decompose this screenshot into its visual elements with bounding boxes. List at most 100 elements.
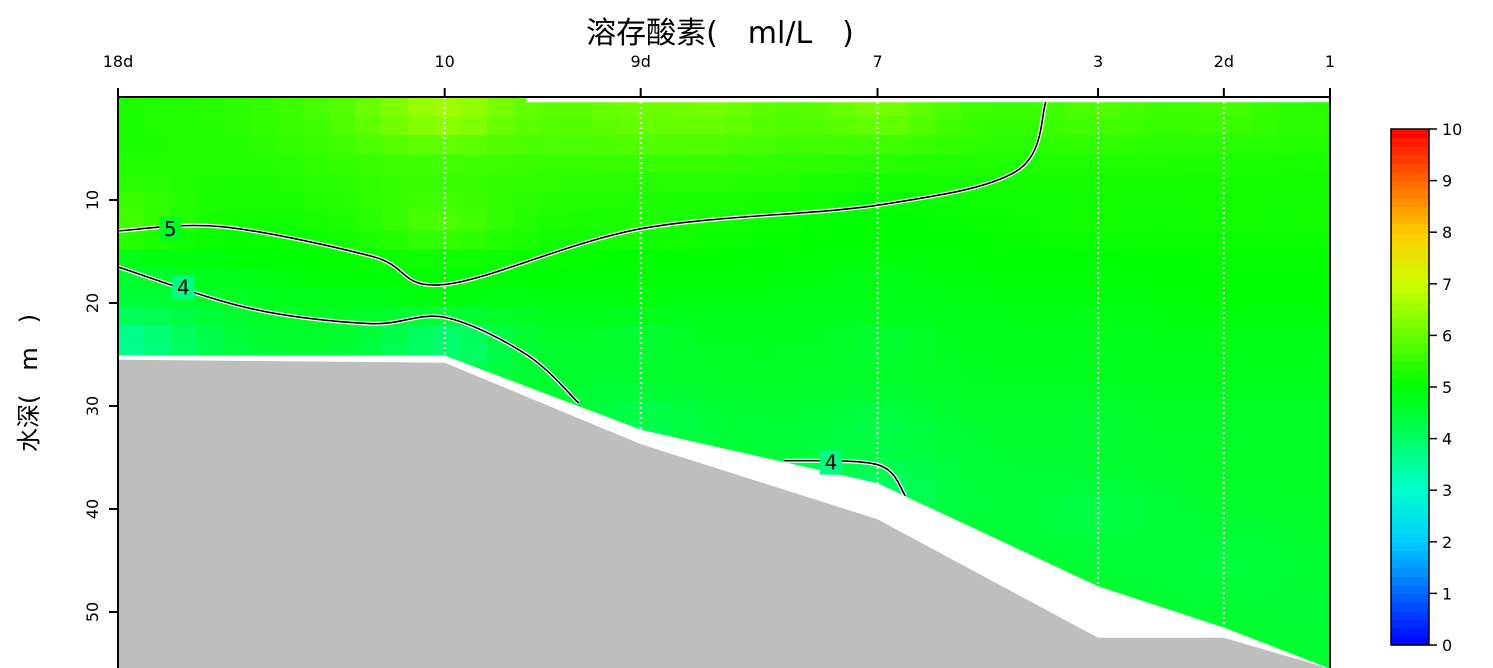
x-tick-label-7: 7 [872,52,882,71]
heatmap-cell [539,325,567,346]
heatmap-cell [987,459,1015,479]
colorbar-segment [1391,473,1429,483]
heatmap-cell [724,192,751,212]
heatmap-cell [750,173,778,193]
heatmap-cell [565,306,593,327]
colorbar-segment [1391,146,1429,156]
heatmap-cell [803,135,830,155]
heatmap-cell [592,325,620,346]
heatmap-cell [1303,440,1330,460]
heatmap-cell [1251,287,1278,308]
heatmap-cell [908,268,936,289]
heatmap-cell [934,478,962,498]
heatmap-cell [855,135,883,155]
heatmap-cell [328,173,356,193]
heatmap-cell [987,344,1015,365]
colorbar-segment [1391,481,1429,491]
heatmap-cell [407,116,435,136]
heatmap-cell [1198,344,1226,365]
heatmap-cell [1251,173,1278,193]
heatmap-cell [934,173,962,193]
heatmap-cell [618,192,646,212]
heatmap-cell [249,287,277,308]
heatmap-cell [223,116,251,136]
heatmap-cell [407,325,435,346]
colorbar-segment [1391,180,1429,190]
heatmap-cell [1040,363,1068,384]
heatmap-cell [750,382,778,403]
heatmap-cell [829,173,857,193]
heatmap-cell [671,268,699,289]
heatmap-cell [1251,268,1278,289]
heatmap-cell [381,173,409,193]
heatmap-cell [1303,382,1330,403]
heatmap-cell [302,97,330,117]
heatmap-cell [460,97,488,117]
heatmap-cell [1145,554,1173,574]
heatmap-cell [1171,497,1199,517]
colorbar-segment [1391,163,1429,173]
heatmap-cell [987,401,1015,422]
heatmap-cell [170,116,198,136]
colorbar-segment [1391,197,1429,207]
heatmap-cell [908,344,936,365]
heatmap-cell [1040,535,1068,555]
heatmap-cell [882,382,909,403]
heatmap-cell [1277,611,1305,632]
heatmap-cell [328,97,356,117]
heatmap-cell [1145,497,1173,517]
heatmap-cell [776,344,804,365]
heatmap-cell [1119,268,1147,289]
heatmap-cell [170,154,198,174]
heatmap-cell [724,173,751,193]
heatmap-cell [170,306,198,327]
heatmap-cell [1013,440,1041,460]
heatmap-cell [1066,516,1094,536]
x-tick-label-2d: 2d [1214,52,1234,71]
heatmap-cell [1251,135,1278,155]
heatmap-cell [1145,268,1173,289]
heatmap-cell [1251,344,1278,365]
contour-line-0 [118,101,1047,286]
colorbar-label-8: 8 [1442,223,1452,242]
y-tick-label-50: 50 [83,602,102,622]
heatmap-cell [592,154,620,174]
heatmap-cell [1171,573,1199,594]
heatmap-cell [961,249,988,270]
heatmap-cell [1040,268,1068,289]
heatmap-cell [1119,135,1147,155]
heatmap-cell [170,192,198,212]
heatmap-cell [1145,516,1173,536]
heatmap-cell [1013,401,1041,422]
heatmap-cell [486,173,514,193]
heatmap-cell [1171,535,1199,555]
colorbar-label-6: 6 [1442,326,1452,345]
heatmap-cell [1013,382,1041,403]
heatmap-cell [513,306,541,327]
heatmap-cell [908,230,936,251]
colorbar-segment [1391,602,1429,612]
heatmap-cell [1119,459,1147,479]
heatmap-cell [1119,173,1147,193]
heatmap-cell [1277,630,1305,651]
heatmap-cell [1119,535,1147,555]
heatmap-cell [803,116,830,136]
contour-label-1: 4 [177,276,190,300]
heatmap-cell [118,306,145,327]
heatmap-cell [987,325,1015,346]
heatmap-cell [882,116,909,136]
heatmap-cell [671,230,699,251]
heatmap-cell [1066,287,1094,308]
heatmap-cell [645,154,672,174]
heatmap-cell [513,268,541,289]
heatmap-cell [671,154,699,174]
heatmap-cell [934,459,962,479]
colorbar-segment [1391,189,1429,199]
heatmap-cell [565,363,593,384]
heatmap-cell [1224,497,1252,517]
heatmap-cell [618,249,646,270]
heatmap-cell [1013,363,1041,384]
heatmap-cell [1251,554,1278,574]
heatmap-cell [276,173,303,193]
heatmap-cell [513,287,541,308]
